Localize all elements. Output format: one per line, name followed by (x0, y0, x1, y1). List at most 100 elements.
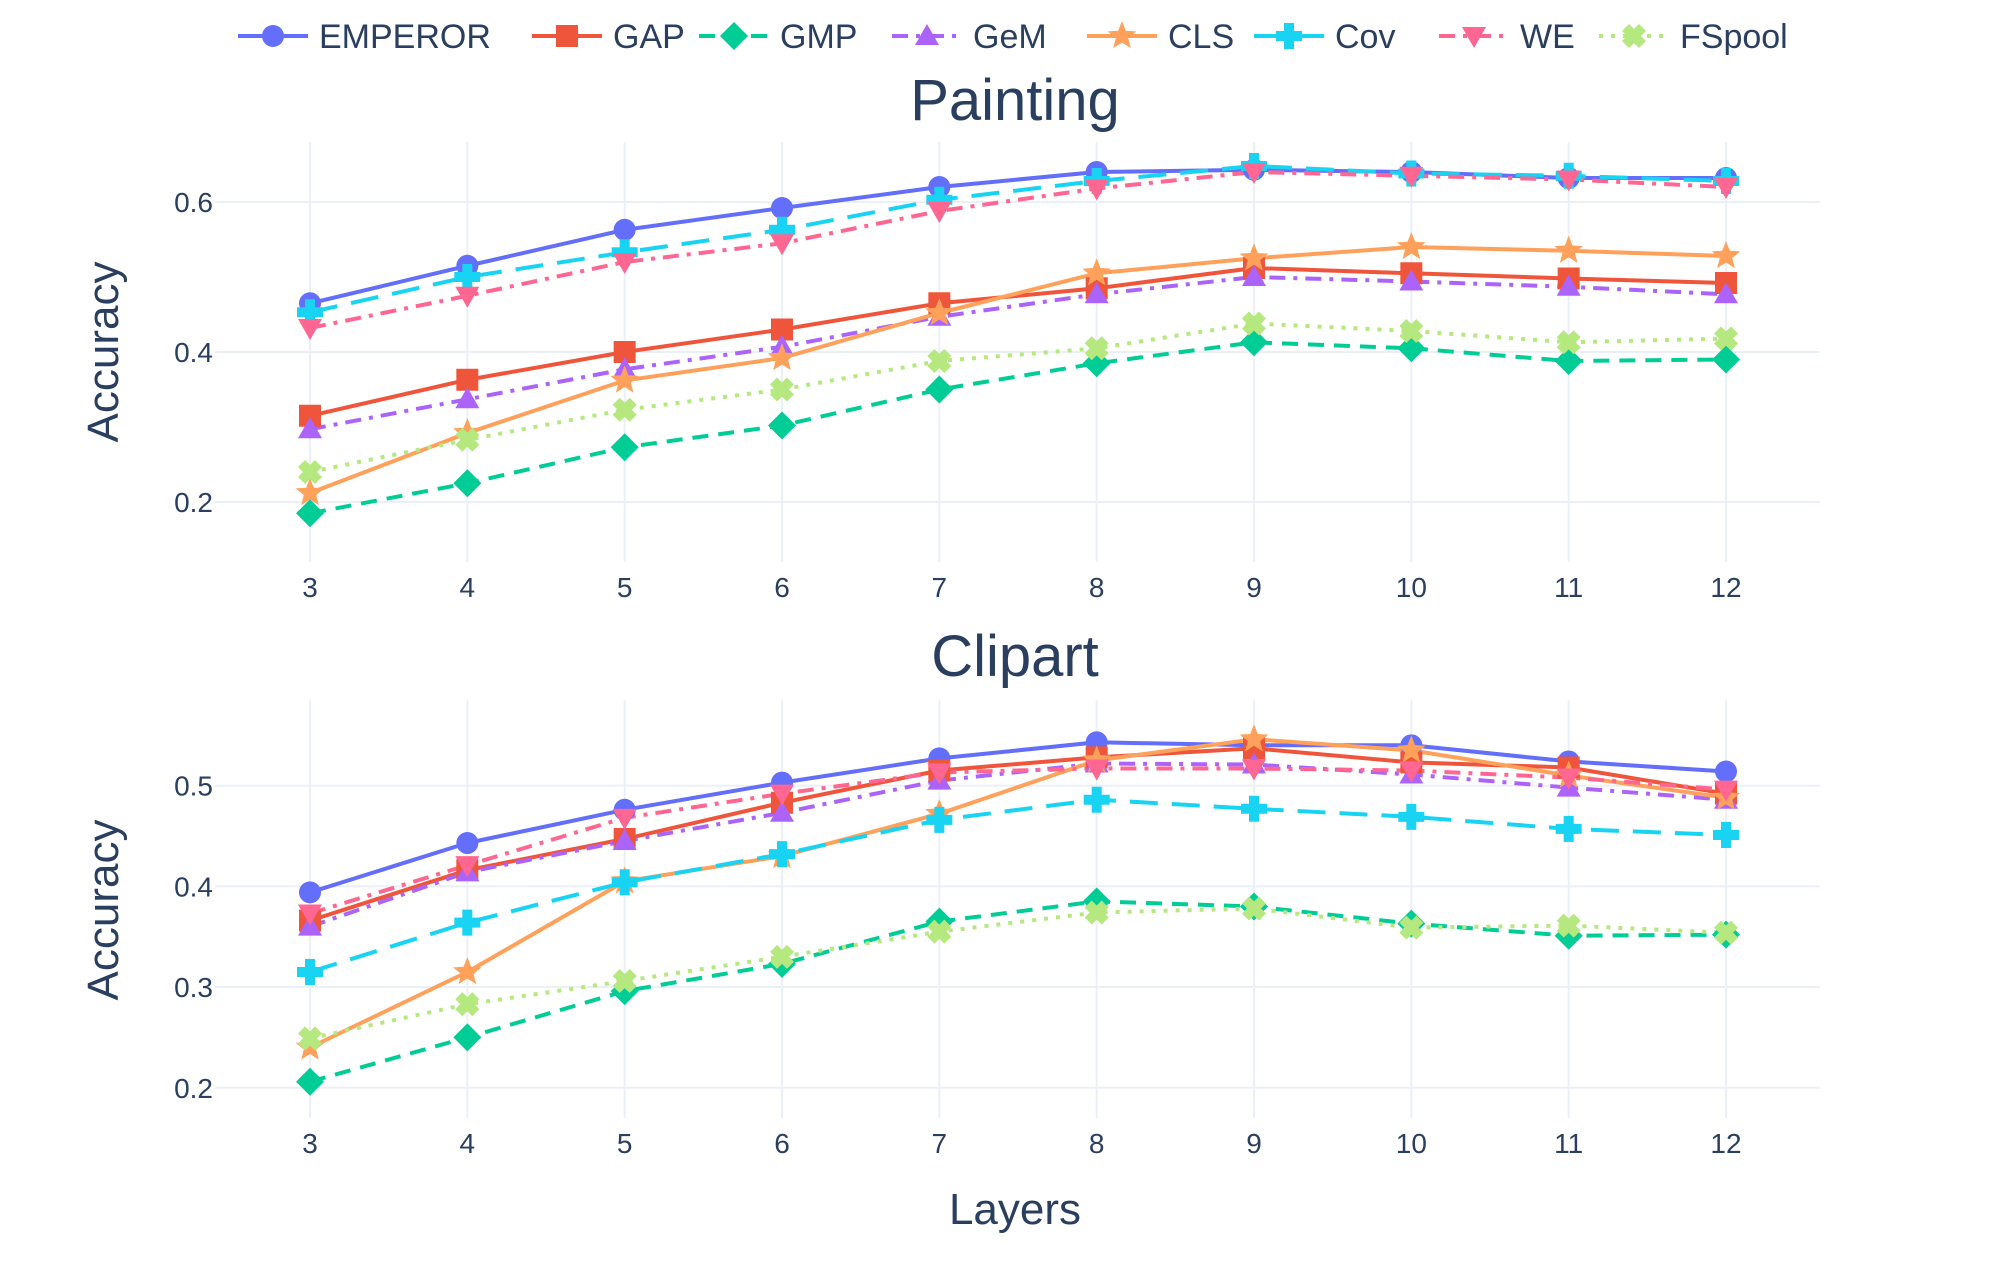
series-line-we (309, 766, 1727, 916)
legend-label-cov: Cov (1335, 18, 1395, 56)
data-point (455, 427, 480, 452)
series-line-gap (309, 266, 1727, 418)
legend-item-gap[interactable]: GAP (532, 18, 685, 56)
data-point (297, 958, 323, 985)
x-tick-label: 3 (302, 572, 318, 603)
y-axis-title-painting: Accuracy (79, 262, 128, 443)
legend-marker-gmp (720, 22, 748, 50)
data-point (1713, 821, 1739, 848)
data-point (296, 1067, 324, 1096)
x-tick-label: 11 (1554, 572, 1583, 603)
panel-title-clipart: Clipart (931, 624, 1099, 689)
data-point (297, 459, 323, 485)
data-point (770, 784, 794, 806)
legend-item-gem[interactable]: GeM (892, 18, 1047, 56)
data-point (1711, 241, 1741, 269)
data-point (453, 956, 482, 985)
data-point (1554, 235, 1583, 263)
legend-marker-gap (556, 25, 578, 47)
data-point (1084, 179, 1109, 201)
data-point (1556, 170, 1581, 192)
x-tick-label: 4 (460, 1128, 476, 1159)
data-point (1239, 243, 1269, 271)
data-point (1239, 724, 1269, 752)
data-point (455, 992, 480, 1017)
data-point (613, 341, 636, 363)
x-tick-label: 10 (1396, 1128, 1427, 1159)
y-axis-title-clipart: Accuracy (79, 820, 128, 1001)
data-point (1556, 913, 1581, 938)
data-point (926, 186, 953, 213)
legend-item-emperor[interactable]: EMPEROR (238, 18, 491, 56)
legend-label-gem: GeM (973, 18, 1047, 56)
series-line-cov (309, 164, 1727, 315)
data-point (612, 969, 637, 994)
legend-label-fspool: FSpool (1680, 18, 1788, 56)
x-tick-label: 12 (1710, 572, 1741, 603)
y-tick-label: 0.6 (174, 187, 213, 218)
x-tick-label: 4 (460, 572, 476, 603)
data-point (295, 1032, 325, 1060)
data-point (611, 869, 638, 896)
legend-item-gmp[interactable]: GMP (699, 18, 857, 56)
data-point (771, 197, 793, 219)
data-point (1083, 786, 1110, 813)
series-line-cov (309, 797, 1727, 974)
legend-item-we[interactable]: WE (1439, 18, 1575, 56)
panel-title-painting: Painting (910, 68, 1120, 133)
data-point (1556, 768, 1581, 790)
data-point (612, 808, 637, 830)
data-point (1397, 334, 1426, 363)
panel-painting: Painting Accuracy 3 4 5 6 7 8 9 10 11 12 0.2 0.4 0.6 (79, 68, 1820, 603)
legend-item-cls[interactable]: CLS (1087, 18, 1234, 56)
data-point (767, 343, 797, 371)
x-tick-label: 12 (1710, 1128, 1741, 1159)
series-line-gap (309, 746, 1727, 923)
y-tick-label: 0.2 (174, 487, 213, 518)
series-line-fspool (309, 321, 1727, 474)
data-point (927, 763, 952, 785)
data-point (1242, 759, 1266, 781)
data-point (1556, 274, 1581, 296)
data-point (1713, 326, 1739, 351)
data-point (926, 806, 953, 833)
data-point (1084, 336, 1109, 361)
series-line-cls (309, 245, 1727, 495)
legend-item-fspool[interactable]: FSpool (1599, 18, 1788, 56)
series-points-fspool (297, 311, 1739, 485)
data-point (1399, 269, 1424, 291)
data-point (1399, 761, 1424, 783)
data-point (1715, 760, 1737, 783)
data-point (299, 881, 321, 904)
legend-item-cov[interactable]: Cov (1254, 18, 1395, 56)
data-point (770, 800, 794, 822)
y-tick-label: 0.3 (174, 972, 213, 1003)
data-point (297, 1026, 323, 1051)
series-line-cls (309, 737, 1727, 1050)
x-axis-title: Layers (949, 1185, 1081, 1234)
data-point (454, 264, 481, 290)
data-point (297, 299, 323, 326)
x-tick-label: 6 (774, 572, 790, 603)
x-tick-label: 5 (617, 1128, 633, 1159)
legend-marker-we (1462, 27, 1486, 48)
data-point (1241, 896, 1267, 921)
legend-label-emperor: EMPEROR (319, 18, 491, 56)
series-line-we (309, 170, 1727, 330)
y-tick-label: 0.2 (174, 1073, 213, 1104)
x-tick-label: 11 (1554, 1128, 1583, 1159)
series-points-we (298, 163, 1738, 340)
data-point (1556, 330, 1581, 355)
data-point (1242, 163, 1266, 184)
data-point (610, 433, 639, 462)
data-point (455, 286, 480, 308)
series-markers-painting (295, 153, 1741, 528)
data-point (927, 919, 952, 944)
data-point (1714, 780, 1738, 802)
data-point (1240, 328, 1268, 357)
data-point (769, 944, 795, 969)
data-point (1714, 282, 1738, 304)
x-tick-label: 7 (932, 572, 948, 603)
data-point (455, 387, 480, 409)
data-point (769, 841, 795, 868)
